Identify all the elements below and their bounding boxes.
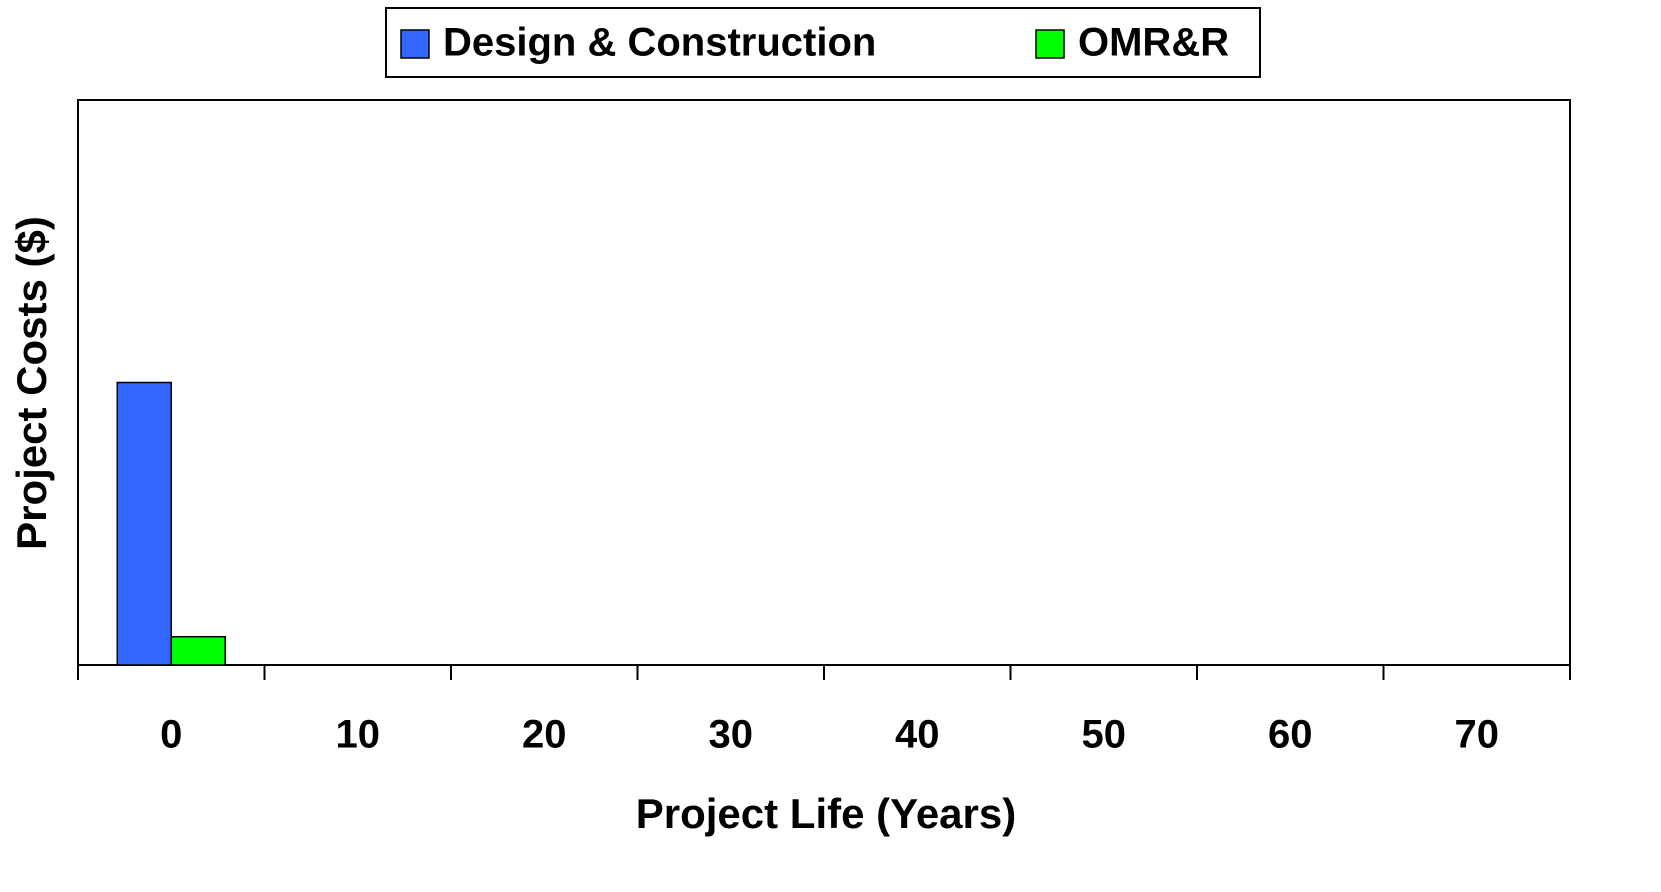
- legend-swatch: [1035, 29, 1065, 59]
- bar: [170, 636, 226, 666]
- x-tick-label: 10: [336, 713, 381, 757]
- x-tick-label: 70: [1455, 713, 1500, 757]
- y-axis-title: Project Costs ($): [8, 216, 55, 550]
- x-tick-label: 50: [1082, 713, 1127, 757]
- x-tick-label: 0: [160, 713, 182, 757]
- legend-box: [385, 7, 1261, 78]
- x-tick-label: 30: [709, 713, 754, 757]
- plot-frame: [77, 99, 1571, 666]
- x-tick-label: 20: [522, 713, 567, 757]
- legend-label: OMR&R: [1078, 21, 1229, 65]
- x-tick-label: 60: [1268, 713, 1313, 757]
- legend-label: Design & Construction: [443, 21, 876, 65]
- x-axis-title: Project Life (Years): [636, 790, 1016, 837]
- bar: [116, 381, 172, 666]
- x-tick-label: 40: [895, 713, 940, 757]
- legend-swatch: [400, 29, 430, 59]
